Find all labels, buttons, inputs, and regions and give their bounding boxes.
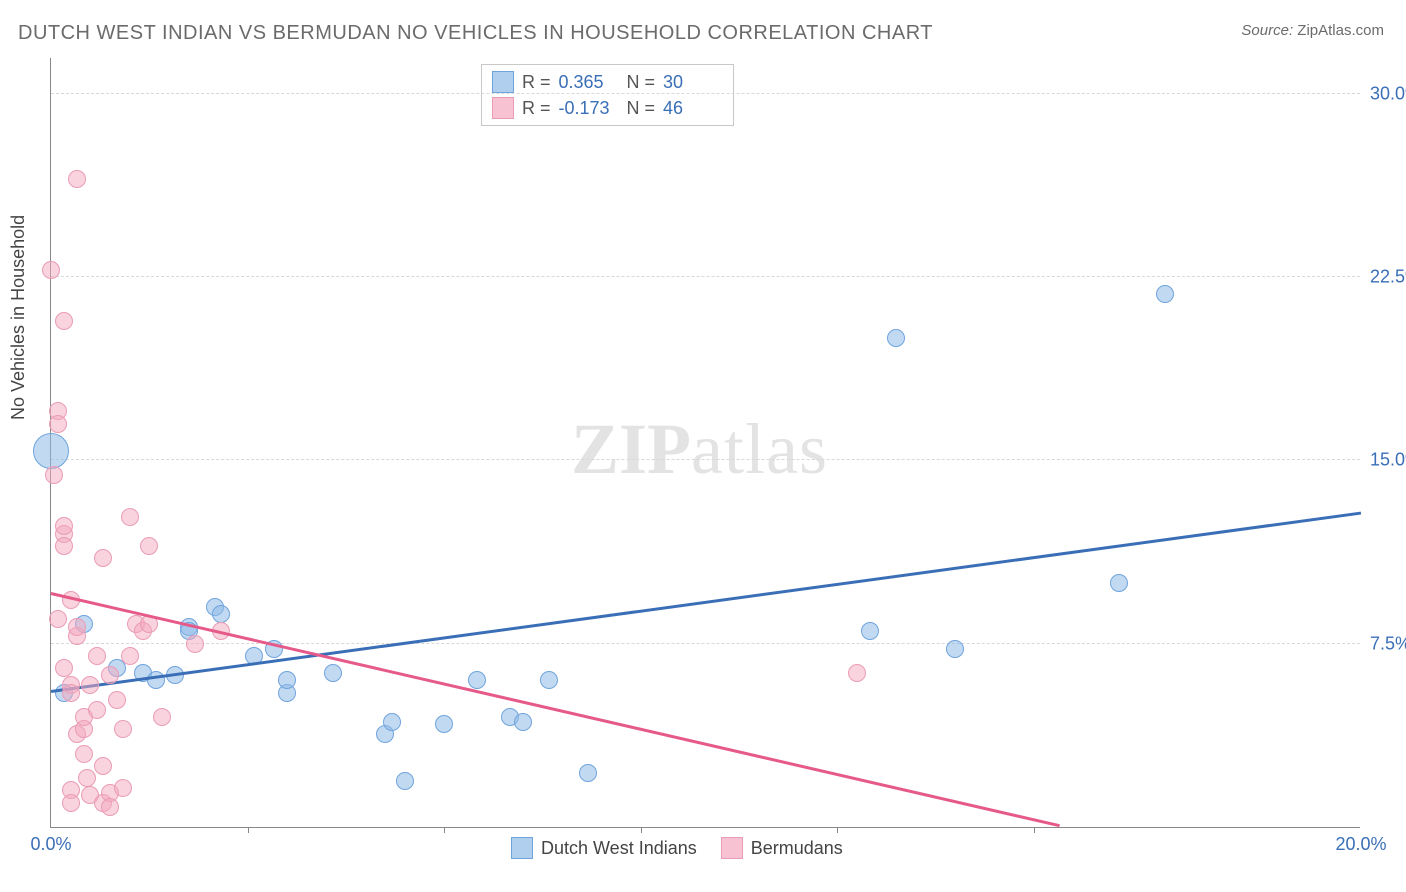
data-point <box>121 508 139 526</box>
data-point <box>435 715 453 733</box>
data-point <box>101 666 119 684</box>
data-point <box>62 794 80 812</box>
y-tick-label: 22.5% <box>1370 267 1406 288</box>
data-point <box>212 605 230 623</box>
data-point <box>861 622 879 640</box>
data-point <box>88 647 106 665</box>
x-tick-mark <box>1034 827 1035 833</box>
legend-item: Dutch West Indians <box>511 837 697 859</box>
x-tick-mark <box>837 827 838 833</box>
data-point <box>396 772 414 790</box>
source-attribution: Source: ZipAtlas.com <box>1241 22 1384 39</box>
gridline <box>51 459 1360 460</box>
stat-value: -0.173 <box>559 98 619 119</box>
data-point <box>49 610 67 628</box>
x-tick-mark <box>641 827 642 833</box>
source-value: ZipAtlas.com <box>1297 22 1384 39</box>
gridline <box>51 276 1360 277</box>
x-tick-mark <box>444 827 445 833</box>
data-point <box>108 691 126 709</box>
data-point <box>78 769 96 787</box>
stat-value: 0.365 <box>559 72 619 93</box>
data-point <box>140 537 158 555</box>
stat-label: R = <box>522 98 551 119</box>
stat-value: 30 <box>663 72 723 93</box>
data-point <box>68 170 86 188</box>
data-point <box>33 433 69 469</box>
stat-row: R = 0.365 N = 30 <box>492 69 723 95</box>
data-point <box>887 329 905 347</box>
x-tick-mark <box>248 827 249 833</box>
legend: Dutch West Indians Bermudans <box>511 837 843 859</box>
data-point <box>42 261 60 279</box>
data-point <box>579 764 597 782</box>
data-point <box>49 415 67 433</box>
data-point <box>45 466 63 484</box>
data-point <box>1156 285 1174 303</box>
data-point <box>383 713 401 731</box>
swatch-icon <box>721 837 743 859</box>
data-point <box>946 640 964 658</box>
y-tick-label: 7.5% <box>1370 633 1406 654</box>
trend-line <box>51 512 1361 693</box>
gridline <box>51 643 1360 644</box>
data-point <box>94 549 112 567</box>
source-label: Source: <box>1241 22 1293 39</box>
data-point <box>81 676 99 694</box>
trend-line <box>51 592 1060 827</box>
data-point <box>114 720 132 738</box>
scatter-chart: ZIPatlas R = 0.365 N = 30 R = -0.173 N =… <box>50 58 1360 828</box>
data-point <box>55 659 73 677</box>
data-point <box>88 701 106 719</box>
stat-row: R = -0.173 N = 46 <box>492 95 723 121</box>
legend-label: Bermudans <box>751 838 843 859</box>
data-point <box>848 664 866 682</box>
data-point <box>278 671 296 689</box>
data-point <box>101 798 119 816</box>
data-point <box>468 671 486 689</box>
stat-label: R = <box>522 72 551 93</box>
data-point <box>55 517 73 535</box>
data-point <box>68 618 86 636</box>
stat-label: N = <box>627 98 656 119</box>
y-tick-label: 15.0% <box>1370 450 1406 471</box>
data-point <box>186 635 204 653</box>
data-point <box>62 684 80 702</box>
data-point <box>94 757 112 775</box>
y-tick-label: 30.0% <box>1370 83 1406 104</box>
legend-item: Bermudans <box>721 837 843 859</box>
y-axis-label: No Vehicles in Household <box>8 215 29 420</box>
data-point <box>75 745 93 763</box>
data-point <box>153 708 171 726</box>
stat-label: N = <box>627 72 656 93</box>
x-tick-label: 20.0% <box>1335 834 1386 855</box>
swatch-icon <box>492 71 514 93</box>
swatch-icon <box>511 837 533 859</box>
stat-value: 46 <box>663 98 723 119</box>
data-point <box>55 312 73 330</box>
data-point <box>514 713 532 731</box>
data-point <box>324 664 342 682</box>
correlation-stats-box: R = 0.365 N = 30 R = -0.173 N = 46 <box>481 64 734 126</box>
x-tick-label: 0.0% <box>30 834 71 855</box>
data-point <box>1110 574 1128 592</box>
swatch-icon <box>492 97 514 119</box>
data-point <box>121 647 139 665</box>
gridline <box>51 93 1360 94</box>
watermark: ZIPatlas <box>571 408 828 491</box>
data-point <box>114 779 132 797</box>
legend-label: Dutch West Indians <box>541 838 697 859</box>
data-point <box>540 671 558 689</box>
chart-title: DUTCH WEST INDIAN VS BERMUDAN NO VEHICLE… <box>18 22 933 45</box>
data-point <box>55 537 73 555</box>
